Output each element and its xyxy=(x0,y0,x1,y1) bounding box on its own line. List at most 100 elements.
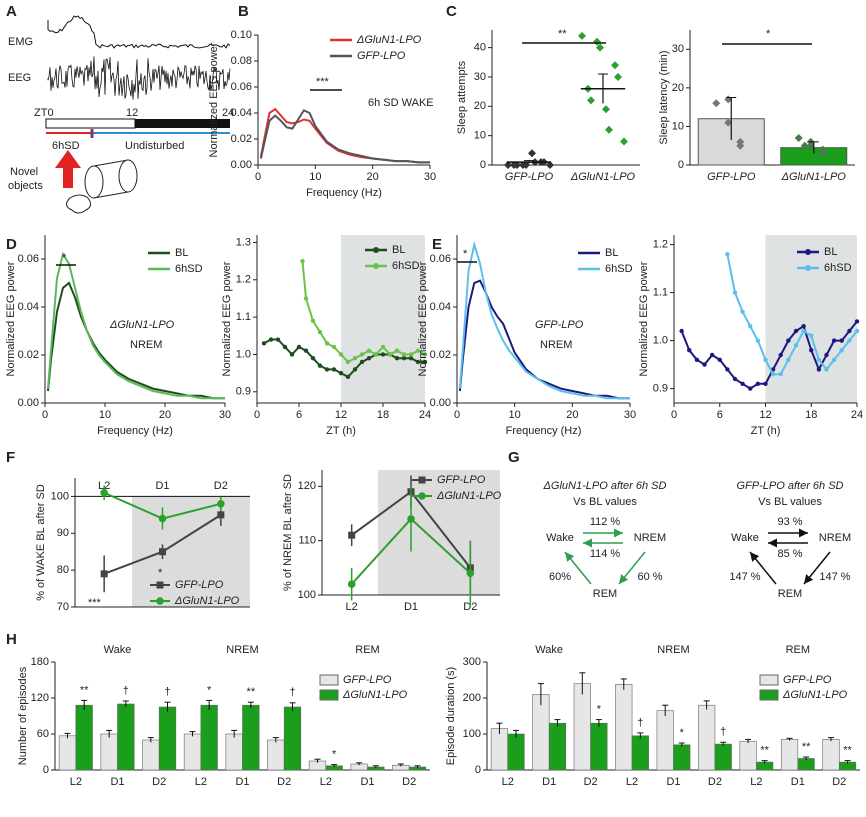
y-axis-title: Sleep attempts xyxy=(456,60,468,134)
legend-swatch xyxy=(759,689,779,701)
point xyxy=(602,105,610,114)
point xyxy=(809,348,814,353)
point xyxy=(159,548,166,556)
point xyxy=(755,338,761,343)
y-tick-label: 100 xyxy=(51,490,69,502)
x-tick-label: L2 xyxy=(195,776,207,788)
point xyxy=(732,376,738,382)
bar xyxy=(780,739,799,771)
annotation: 6h SD WAKE xyxy=(368,97,434,109)
point xyxy=(824,367,829,372)
y-tick-label: 0.06 xyxy=(430,253,451,265)
legend-marker xyxy=(805,265,811,271)
y-tick-label: 0 xyxy=(475,764,481,776)
point xyxy=(824,352,829,358)
point xyxy=(793,328,799,334)
y-tick-label: 10 xyxy=(672,120,684,132)
x-tick-label: L2 xyxy=(70,776,82,788)
x-tick-label: 24 xyxy=(419,409,431,421)
point xyxy=(373,352,379,357)
significance-label: ** xyxy=(760,745,769,757)
point xyxy=(300,258,305,264)
point xyxy=(709,352,715,358)
significance-label: * xyxy=(680,727,685,739)
y-tick-label: 120 xyxy=(31,692,49,704)
trace-label: EEG xyxy=(8,72,31,84)
point xyxy=(387,352,393,357)
y-tick-label: 200 xyxy=(463,692,481,704)
group-label: REM xyxy=(786,644,810,656)
point xyxy=(801,328,806,334)
object xyxy=(84,165,104,199)
point xyxy=(847,328,852,334)
y-tick-label: 100 xyxy=(463,728,481,740)
x-tick-label: D2 xyxy=(708,776,722,788)
bar xyxy=(656,710,674,771)
point xyxy=(778,372,783,377)
point xyxy=(380,344,386,350)
novel-label: objects xyxy=(8,180,43,192)
y-tick-label: 0.06 xyxy=(18,253,39,265)
y-tick-label: 60 xyxy=(37,728,49,740)
x-tick-label: D1 xyxy=(666,776,680,788)
x-tick-label: D1 xyxy=(110,776,124,788)
point xyxy=(289,352,295,357)
bar xyxy=(615,684,633,771)
y-tick-label: 80 xyxy=(57,564,69,576)
point xyxy=(587,96,595,105)
point xyxy=(324,341,330,346)
point xyxy=(408,352,414,357)
y-axis-title: Sleep latency (min) xyxy=(658,50,670,144)
point xyxy=(352,367,358,372)
point xyxy=(801,324,806,329)
arrow xyxy=(803,551,831,585)
point xyxy=(415,348,421,353)
diagram-edge-label: 93 % xyxy=(777,516,802,528)
panel-label: A xyxy=(6,3,17,20)
dark-phase xyxy=(135,119,230,128)
diagram-title: GFP-LPO after 6h SD xyxy=(737,480,844,492)
y-axis-title: Normalized EEG power xyxy=(208,42,220,157)
point xyxy=(611,61,619,70)
shaded-region xyxy=(765,235,857,403)
point xyxy=(352,356,358,361)
point xyxy=(546,161,554,169)
y-tick-label: 20 xyxy=(672,82,684,94)
point xyxy=(310,356,316,361)
point xyxy=(620,137,628,146)
point xyxy=(717,357,722,362)
point xyxy=(816,367,822,372)
y-tick-label: 0.10 xyxy=(231,29,252,41)
y-tick-label: 0.02 xyxy=(231,133,252,145)
point xyxy=(303,348,309,353)
point xyxy=(755,381,761,386)
x-tick-label: D2 xyxy=(584,776,598,788)
annotation: NREM xyxy=(130,339,162,351)
bar xyxy=(490,728,509,771)
x-tick-label: L2 xyxy=(346,601,358,613)
x-tick-label: ΔGluN1-LPO xyxy=(570,171,636,183)
point xyxy=(712,99,721,108)
y-tick-label: 0.00 xyxy=(18,397,39,409)
y-tick-label: 40 xyxy=(474,42,486,54)
bar xyxy=(822,739,840,771)
y-axis-title: % of NREM BL after SD xyxy=(282,474,294,591)
x-tick-label: 0 xyxy=(255,171,261,183)
x-tick-label: L2 xyxy=(626,776,638,788)
group-label: REM xyxy=(355,644,379,656)
y-tick-label: 1.0 xyxy=(653,335,668,347)
x-tick-label: 18 xyxy=(805,409,817,421)
point xyxy=(725,252,730,257)
point xyxy=(366,348,372,353)
point xyxy=(793,343,799,348)
zt-label: ZT0 xyxy=(34,107,54,119)
point xyxy=(331,344,337,350)
bar xyxy=(532,694,550,771)
point xyxy=(694,357,700,362)
point xyxy=(806,141,815,150)
point xyxy=(736,141,745,150)
x-tick-label: D1 xyxy=(360,776,374,788)
legend-label: GFP-LPO xyxy=(437,474,486,486)
x-tick-label: L2 xyxy=(750,776,762,788)
x-tick-label: 12 xyxy=(335,409,347,421)
